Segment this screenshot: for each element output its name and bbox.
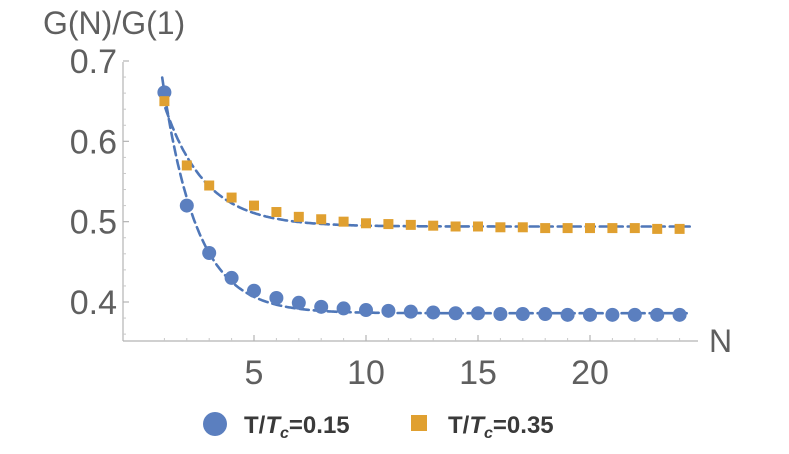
data-point-series-1 <box>336 301 351 316</box>
data-point-series-1 <box>538 307 553 322</box>
data-point-series-2 <box>428 220 439 231</box>
legend-marker-circle <box>203 412 227 436</box>
data-point-series-2 <box>405 219 416 230</box>
data-point-series-2 <box>226 192 237 203</box>
y-axis-title: G(N)/G(1) <box>43 5 185 41</box>
data-point-series-2 <box>383 219 394 230</box>
y-tick-label: 0.5 <box>70 204 117 242</box>
data-point-series-2 <box>674 223 685 234</box>
data-point-series-1 <box>583 307 597 322</box>
fit-lines <box>159 76 692 315</box>
data-point-series-1 <box>291 295 306 310</box>
data-point-series-2 <box>607 223 618 234</box>
legend-label-series-1: T/Tc=0.15 <box>244 412 350 442</box>
data-point-series-2 <box>204 180 215 191</box>
y-tick-label: 0.6 <box>70 123 117 161</box>
y-ticks: 0.4 0.5 0.6 0.7 <box>70 43 129 335</box>
data-point-series-2 <box>271 207 282 218</box>
data-point-series-2 <box>293 211 304 222</box>
data-point-series-2 <box>585 223 595 234</box>
data-point-series-1 <box>224 270 239 285</box>
legend-marker-square <box>411 415 427 431</box>
data-point-series-1 <box>202 245 217 260</box>
data-point-series-1 <box>560 307 575 322</box>
data-point-series-2 <box>517 222 528 233</box>
data-point-series-1 <box>605 307 620 322</box>
x-tick-label: 20 <box>571 354 609 392</box>
y-tick-label: 0.7 <box>70 43 117 81</box>
data-point-series-1 <box>314 299 329 314</box>
data-point-series-1 <box>381 303 396 318</box>
data-point-series-1 <box>179 198 194 213</box>
data-point-series-2 <box>540 223 551 234</box>
x-tick-label: 10 <box>347 354 385 392</box>
data-point-series-1 <box>515 307 530 322</box>
x-ticks: 5 10 15 20 <box>163 335 681 392</box>
data-point-series-1 <box>627 307 642 322</box>
data-point-series-1 <box>493 307 508 322</box>
y-tick-label: 0.4 <box>70 284 117 322</box>
data-point-series-1 <box>672 307 687 322</box>
data-point-series-2 <box>629 223 640 234</box>
data-point-series-2 <box>361 218 371 229</box>
data-point-series-1 <box>269 290 284 305</box>
x-tick-label: 5 <box>245 354 264 392</box>
data-point-series-2 <box>181 160 192 171</box>
data-point-series-1 <box>247 283 261 298</box>
x-axis-title: N <box>709 323 732 359</box>
data-points <box>157 85 687 322</box>
fit-line-series-2 <box>159 93 692 228</box>
legend: T/Tc=0.15 T/Tc=0.35 <box>203 412 554 442</box>
data-point-series-2 <box>562 223 573 234</box>
fit-line-series-1 <box>160 76 692 315</box>
data-point-series-1 <box>403 304 418 319</box>
data-point-series-2 <box>249 200 259 211</box>
data-point-series-2 <box>316 214 327 225</box>
data-point-series-1 <box>650 307 665 322</box>
data-point-series-2 <box>652 223 663 234</box>
x-tick-label: 15 <box>459 354 497 392</box>
data-point-series-1 <box>426 305 441 320</box>
legend-label-series-2: T/Tc=0.35 <box>448 412 554 442</box>
data-point-series-1 <box>448 306 463 321</box>
data-point-series-2 <box>338 216 349 227</box>
data-point-series-2 <box>473 221 483 232</box>
data-point-series-1 <box>471 306 485 321</box>
axes: 5 10 15 20 0.4 0.5 0.6 0.7 G(N)/G(1) N <box>43 5 732 392</box>
data-point-series-1 <box>157 85 172 100</box>
data-point-series-1 <box>359 303 373 318</box>
data-point-series-2 <box>450 221 461 232</box>
data-point-series-2 <box>495 222 506 233</box>
data-point-series-2 <box>159 96 170 107</box>
